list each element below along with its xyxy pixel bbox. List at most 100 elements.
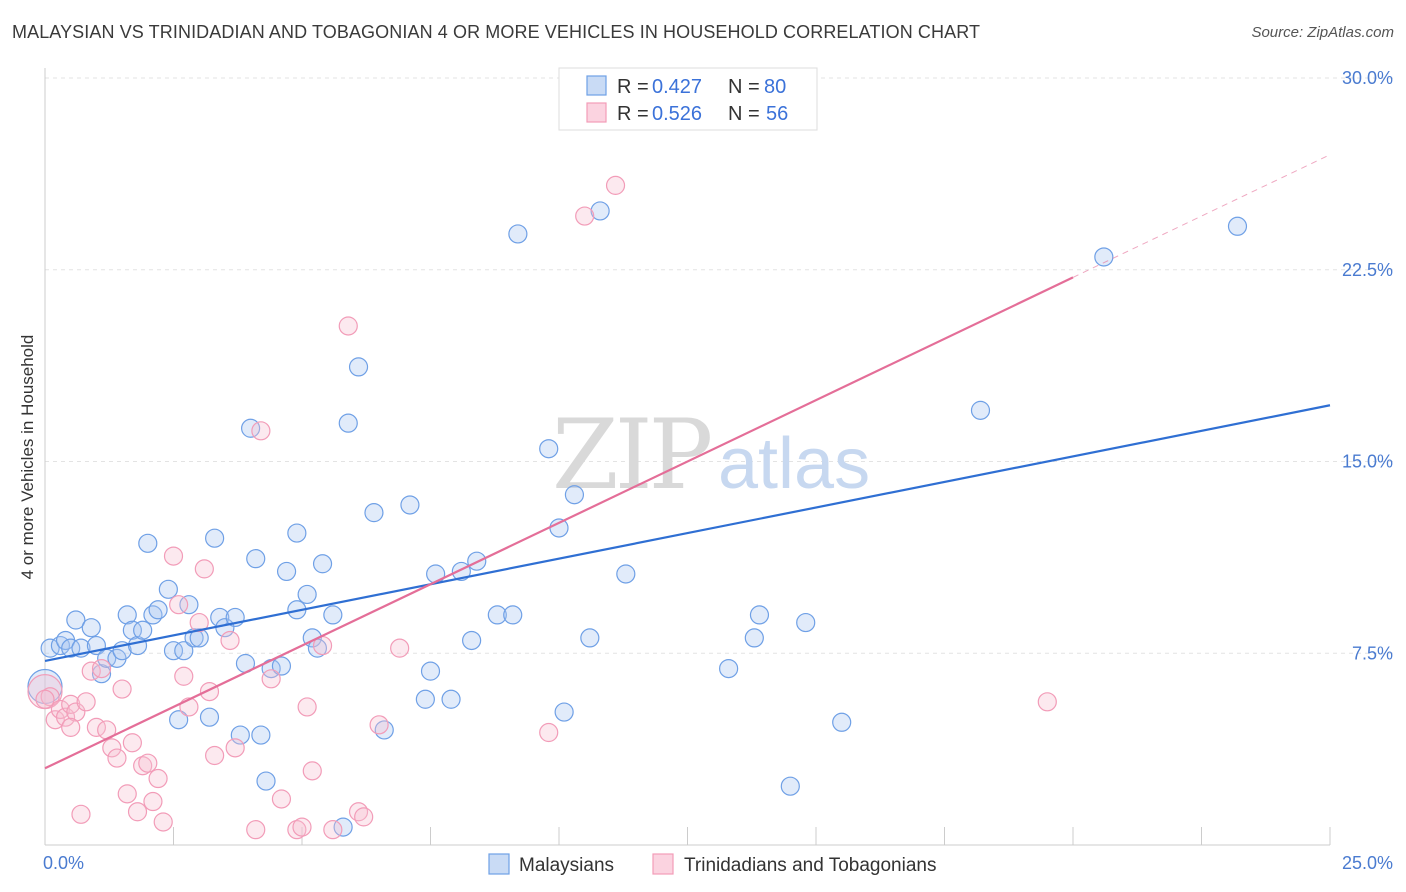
legend-n-value-1: 80 <box>764 76 786 98</box>
trinidadians-point-16 <box>117 784 137 804</box>
trinidadians-point-19 <box>133 756 153 776</box>
trinidadians-point-38 <box>287 820 307 840</box>
y-tick-label-3: 30.0% <box>1342 68 1393 88</box>
malaysians-point-26 <box>189 628 209 648</box>
malaysians-point-57 <box>441 689 461 709</box>
trinidadians-point-43 <box>323 820 343 840</box>
malaysians-point-24 <box>179 595 199 615</box>
trinidadians-point-25 <box>169 595 189 615</box>
trinidadians-point-22 <box>148 768 168 789</box>
malaysians-point-19 <box>148 600 168 620</box>
malaysians-point-77 <box>970 400 991 420</box>
malaysians-point-53 <box>400 495 420 515</box>
malaysians-point-41 <box>287 523 307 543</box>
source-credit: Source: ZipAtlas.com <box>1251 24 1394 41</box>
bottom-legend-malaysians: Malaysians <box>519 855 614 876</box>
malaysians-point-17 <box>138 533 158 553</box>
malaysians-point-71 <box>719 658 739 679</box>
malaysians-point-52 <box>374 720 394 740</box>
y-tick-label-0: 7.5% <box>1352 643 1393 663</box>
malaysians-point-74 <box>780 776 800 796</box>
malaysians-point-37 <box>256 771 276 791</box>
malaysians-point-27 <box>199 707 220 727</box>
watermark-zip: ZIP <box>552 399 711 511</box>
malaysians-point-13 <box>117 605 137 625</box>
malaysians-point-70 <box>616 564 636 584</box>
watermark: ZIP atlas <box>552 399 870 511</box>
trinidadians-point-35 <box>251 421 271 441</box>
malaysians-point-35 <box>246 549 266 569</box>
malaysians-point-72 <box>744 628 764 648</box>
y-tick-labels: 7.5% 15.0% 22.5% 30.0% <box>1342 68 1393 663</box>
legend-r-label-1: R = <box>617 76 649 98</box>
trend-line-trinidadians <box>44 276 1074 770</box>
malaysians-point-4 <box>61 638 81 658</box>
legend-n-label-1: N = <box>728 76 760 98</box>
trinidadians-point-55 <box>61 717 81 737</box>
malaysians-point-78 <box>1094 247 1114 267</box>
trinidadians-point-4 <box>55 707 76 727</box>
malaysians-point-49 <box>338 413 358 433</box>
legend-top: R = 0.427 N = 80 R = 0.526 N = 56 <box>558 67 818 131</box>
malaysians-point-68 <box>580 628 600 648</box>
malaysians-point-61 <box>487 605 507 625</box>
trend-line-malaysians <box>44 404 1331 662</box>
trinidadians-point-51 <box>605 175 626 195</box>
trinidadians-point-20 <box>138 753 158 773</box>
x-tick-label-0: 0.0% <box>43 853 84 873</box>
trinidadians-point-39 <box>292 817 312 837</box>
trinidadians-point-46 <box>354 807 374 827</box>
grid-lines <box>45 77 1395 654</box>
trinidadians-point-37 <box>271 789 292 809</box>
trinidadians-point-31 <box>205 745 225 766</box>
trinidadians-point-21 <box>143 791 163 812</box>
malaysians-point-21 <box>163 641 184 661</box>
trinidadians-point-36 <box>261 669 281 689</box>
malaysians-point-76 <box>832 712 852 732</box>
y-tick-label-2: 22.5% <box>1342 260 1393 280</box>
malaysians-point-40 <box>276 561 297 582</box>
malaysians-point-67 <box>564 485 585 505</box>
axes <box>44 68 1331 846</box>
trinidadians-point-13 <box>102 738 122 758</box>
trinidadians-point-54 <box>35 689 55 709</box>
trinidadians-point-14 <box>107 748 127 768</box>
malaysians-point-28 <box>205 528 225 548</box>
malaysians-point-54 <box>415 689 435 709</box>
malaysians-point-47 <box>323 605 343 625</box>
x-tick-label-1: 25.0% <box>1342 853 1393 873</box>
malaysians-point-51 <box>364 503 384 523</box>
malaysians-point-20 <box>158 579 178 599</box>
series-trinidadians <box>27 81 1057 840</box>
series-malaysians <box>27 201 1248 837</box>
trinidadians-point-29 <box>194 559 214 579</box>
malaysians-point-56 <box>426 564 446 584</box>
trinidadians-point-26 <box>174 666 194 686</box>
trend-line-trinidadians-extension <box>1072 154 1331 278</box>
trinidadians-point-15 <box>112 679 132 699</box>
trinidadians-point-1 <box>40 687 60 707</box>
trinidadians-point-50 <box>575 206 595 226</box>
malaysians-point-43 <box>297 584 317 605</box>
legend-bottom: Malaysians Trinidadians and Tobagonians <box>488 853 936 876</box>
trend-lines <box>44 154 1331 770</box>
malaysians-point-14 <box>122 620 142 640</box>
trinidadians-point-49 <box>539 722 559 743</box>
malaysians-point-18 <box>143 605 163 625</box>
malaysians-point-66 <box>554 702 574 722</box>
malaysians-point-32 <box>230 725 250 745</box>
malaysians-point-36 <box>251 725 271 745</box>
trinidadians-point-48 <box>390 638 410 658</box>
trinidadians-point-11 <box>91 658 112 679</box>
trinidadians-point-34 <box>246 820 266 840</box>
chart-title: MALAYSIAN VS TRINIDADIAN AND TOBAGONIAN … <box>12 22 981 42</box>
malaysians-point-64 <box>539 439 559 459</box>
trinidadians-point-18 <box>127 802 148 822</box>
malaysians-point-73 <box>749 605 770 625</box>
malaysians-point-55 <box>420 661 441 681</box>
trinidadians-point-45 <box>348 802 369 822</box>
trinidadians-point-8 <box>76 692 96 712</box>
malaysians-point-16 <box>133 620 153 640</box>
malaysians-point-22 <box>169 710 189 730</box>
